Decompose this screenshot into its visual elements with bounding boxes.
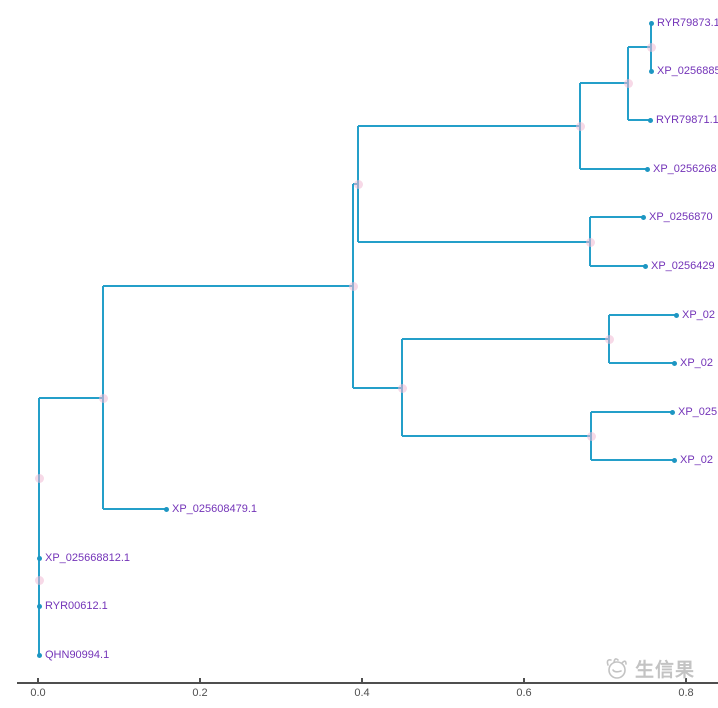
tip-label: XP_025 bbox=[678, 406, 718, 418]
internal-node-dot bbox=[348, 281, 358, 291]
branch-segment-horizontal bbox=[358, 241, 590, 243]
internal-node-dot bbox=[604, 334, 614, 344]
branch-segment-horizontal bbox=[628, 46, 651, 48]
branch-segment-horizontal bbox=[39, 397, 103, 399]
branch-segment-horizontal bbox=[609, 314, 676, 316]
internal-node-dot bbox=[623, 78, 633, 88]
tip-dot bbox=[648, 68, 654, 74]
tip-label: XP_0256429 bbox=[651, 260, 715, 272]
internal-node-dot bbox=[353, 179, 363, 189]
branch-segment-horizontal bbox=[353, 387, 402, 389]
internal-node-dot bbox=[646, 42, 656, 52]
tip-label: XP_02 bbox=[682, 309, 716, 321]
internal-node-dot bbox=[98, 393, 108, 403]
internal-node-dot bbox=[586, 431, 596, 441]
axis-line bbox=[17, 682, 718, 684]
branch-segment-horizontal bbox=[358, 125, 580, 127]
internal-node-dot bbox=[397, 383, 407, 393]
tip-label: XP_02 bbox=[680, 454, 714, 466]
tip-label: XP_025608479.1 bbox=[172, 503, 258, 515]
axis-tick-label: 0.0 bbox=[30, 687, 46, 699]
tip-dot bbox=[642, 263, 648, 269]
tip-dot bbox=[36, 555, 42, 561]
tip-dot bbox=[648, 20, 654, 26]
tip-label: XP_0256885 bbox=[657, 65, 718, 77]
tip-dot bbox=[669, 409, 675, 415]
tip-dot bbox=[36, 603, 42, 609]
axis-tick-mark bbox=[37, 678, 39, 682]
tip-label: XP_02 bbox=[680, 357, 714, 369]
tip-dot bbox=[640, 214, 646, 220]
branch-segment-horizontal bbox=[590, 216, 643, 218]
tip-label: RYR00612.1 bbox=[45, 600, 108, 612]
branch-segment-horizontal bbox=[103, 285, 353, 287]
internal-node-dot bbox=[34, 575, 44, 585]
watermark: 生信果 bbox=[602, 653, 695, 683]
tip-dot bbox=[673, 312, 679, 318]
branch-segment-horizontal bbox=[591, 459, 674, 461]
axis-tick-label: 0.6 bbox=[516, 687, 532, 699]
axis-tick-mark bbox=[361, 678, 363, 682]
axis-tick-mark bbox=[523, 678, 525, 682]
internal-node-dot bbox=[585, 237, 595, 247]
tip-dot bbox=[671, 360, 677, 366]
axis-tick-label: 0.2 bbox=[192, 687, 208, 699]
branch-segment-horizontal bbox=[580, 82, 628, 84]
tip-label: XP_025668812.1 bbox=[45, 552, 131, 564]
tip-label: XP_0256268 bbox=[653, 163, 717, 175]
tip-label: XP_0256870 bbox=[649, 211, 713, 223]
axis-tick-label: 0.4 bbox=[354, 687, 370, 699]
tip-dot bbox=[163, 506, 169, 512]
tip-label: QHN90994.1 bbox=[45, 649, 110, 661]
internal-node-dot bbox=[575, 121, 585, 131]
branch-segment-horizontal bbox=[103, 508, 166, 510]
branch-segment-horizontal bbox=[609, 362, 674, 364]
tip-label: RYR79873.1 bbox=[657, 17, 718, 29]
branch-segment-horizontal bbox=[590, 265, 645, 267]
branch-segment-horizontal bbox=[402, 338, 609, 340]
internal-node-dot bbox=[34, 473, 44, 483]
tip-label: RYR79871.1 bbox=[656, 114, 718, 126]
tip-dot bbox=[36, 652, 42, 658]
branch-segment-vertical bbox=[38, 478, 40, 655]
branch-segment-horizontal bbox=[591, 411, 672, 413]
tip-dot bbox=[647, 117, 653, 123]
tip-dot bbox=[671, 457, 677, 463]
axis-tick-mark bbox=[199, 678, 201, 682]
axis-tick-label: 0.8 bbox=[678, 687, 694, 699]
watermark-logo-icon bbox=[606, 658, 627, 679]
tip-dot bbox=[644, 166, 650, 172]
branch-segment-horizontal bbox=[402, 435, 591, 437]
branch-segment-horizontal bbox=[628, 119, 650, 121]
branch-segment-horizontal bbox=[580, 168, 647, 170]
axis-tick-mark bbox=[685, 678, 687, 682]
